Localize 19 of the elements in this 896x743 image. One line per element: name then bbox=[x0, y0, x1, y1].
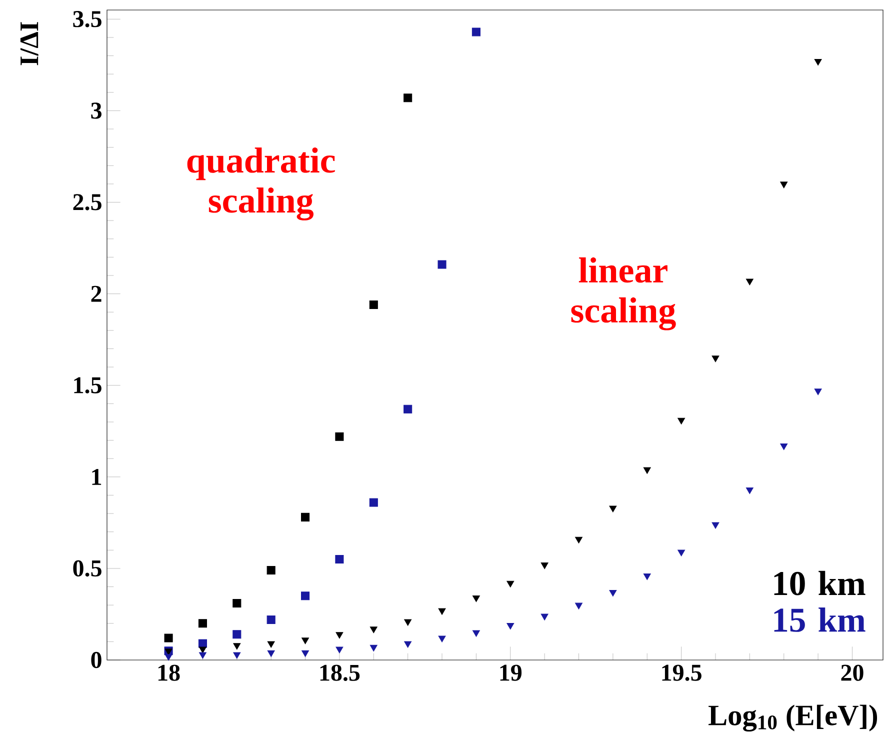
y-axis-title: I/ΔI bbox=[20, 22, 38, 66]
y-tick-label: 1.5 bbox=[74, 377, 102, 394]
y-tick-label: 3.5 bbox=[73, 11, 102, 28]
annotation: 10 km bbox=[774, 570, 866, 596]
y-tick-label: 1 bbox=[92, 468, 102, 485]
x-tick-label: 19.5 bbox=[662, 664, 702, 681]
y-tick-label: 3 bbox=[91, 102, 102, 119]
x-axis-title: Log$_{10}$ (E[eV]) bbox=[708, 704, 878, 732]
annotation: linear scaling bbox=[571, 257, 676, 330]
x-tick-label: 18.5 bbox=[320, 664, 360, 682]
annotation: 15 km bbox=[774, 608, 866, 632]
y-tick-label: 2.5 bbox=[73, 194, 102, 210]
y-tick-label: 2 bbox=[91, 286, 102, 302]
y-tick-label: 0.5 bbox=[73, 560, 102, 577]
x-tick-label: 19 bbox=[500, 664, 522, 681]
annotation: quadratic scaling bbox=[187, 147, 335, 220]
x-tick-label: 20 bbox=[841, 664, 864, 681]
y-tick-label: 0 bbox=[91, 652, 102, 668]
x-tick-label: 18 bbox=[158, 664, 180, 681]
